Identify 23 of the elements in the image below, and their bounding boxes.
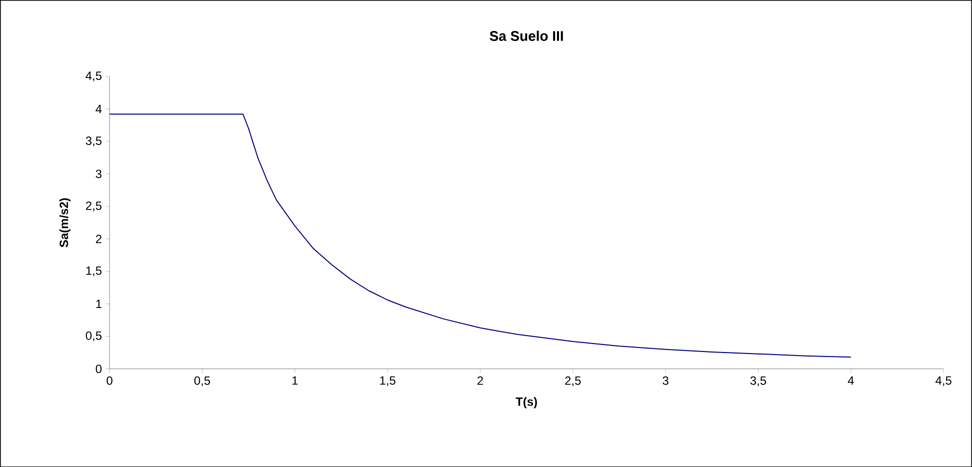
x-tick-label: 4,5 xyxy=(936,376,952,386)
y-tick-label: 3 xyxy=(96,170,102,178)
y-tick-label: 0,5 xyxy=(86,331,102,342)
x-tick-label: 0,5 xyxy=(194,376,210,386)
y-tick-label: 4 xyxy=(96,104,102,113)
y-axis-title: Sa(m/s2) xyxy=(59,198,71,248)
x-axis-title: T(s) xyxy=(516,396,537,408)
x-tick-label: 0 xyxy=(106,376,112,385)
x-tick-label: 1,5 xyxy=(380,376,396,386)
x-tick-label: 1 xyxy=(292,376,298,384)
x-tick-label: 2 xyxy=(477,376,483,385)
y-tick-label: 3,5 xyxy=(86,136,102,146)
y-tick-label: 0 xyxy=(96,364,102,373)
x-tick-label: 4 xyxy=(848,376,854,384)
y-tick-label: 2 xyxy=(96,234,102,243)
x-tick-label: 3 xyxy=(662,376,668,385)
y-tick-label: 1 xyxy=(96,300,102,308)
y-tick-label: 4,5 xyxy=(86,71,102,82)
chart-title: Sa Suelo III xyxy=(490,30,563,41)
x-tick-label: 3,5 xyxy=(750,376,766,386)
y-tick-label: 2,5 xyxy=(86,201,102,212)
x-tick-label: 2,5 xyxy=(565,376,581,386)
y-tick-label: 1,5 xyxy=(86,266,102,276)
